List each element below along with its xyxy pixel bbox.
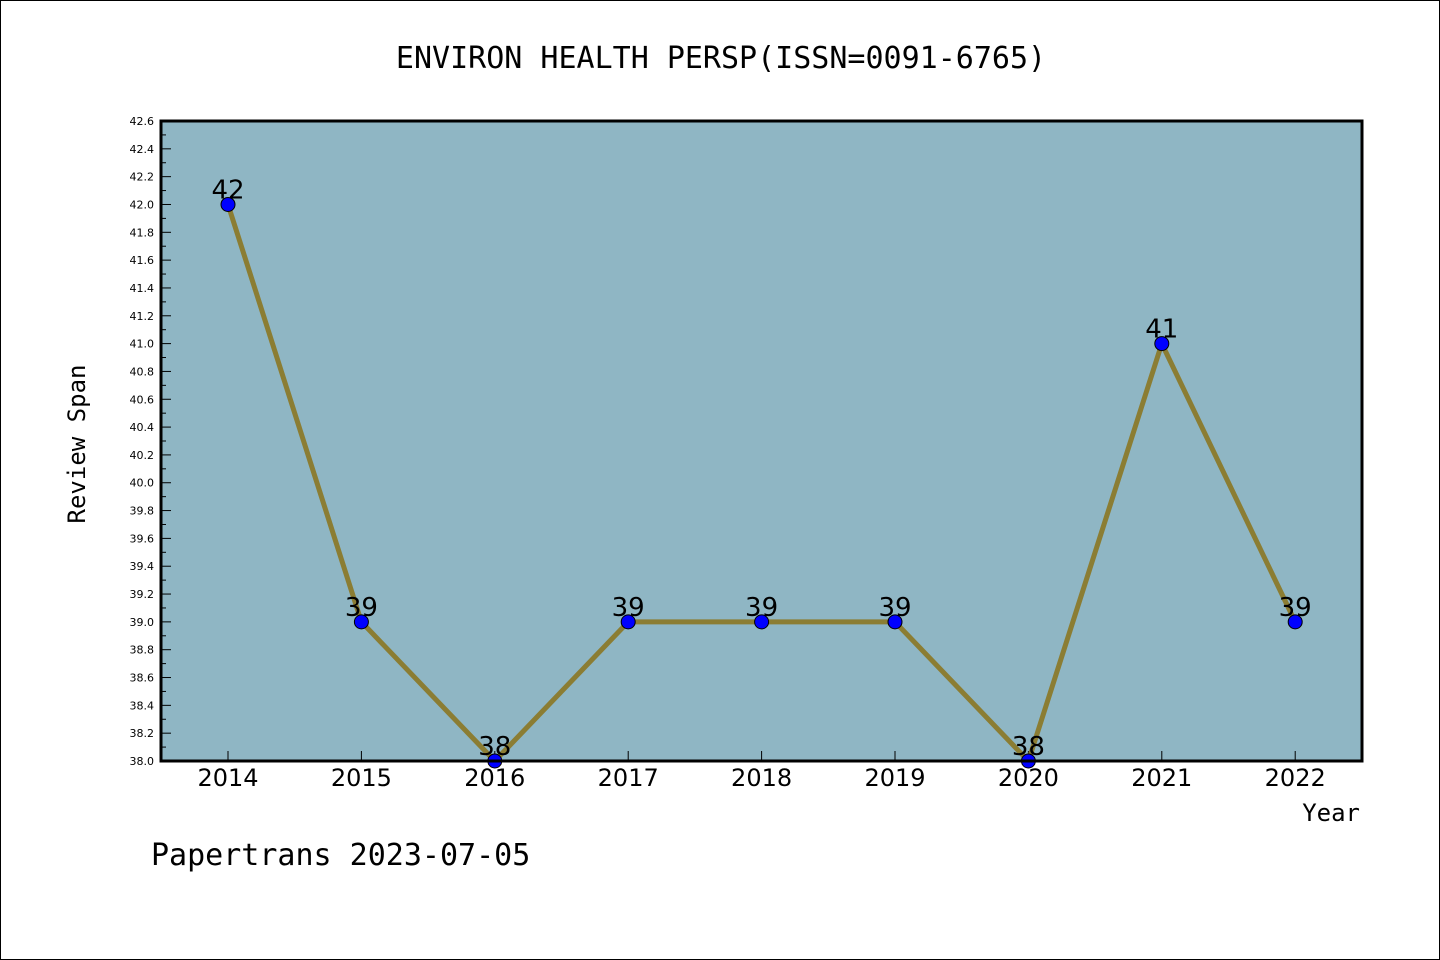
x-tick-label: 2017 <box>598 764 659 792</box>
y-tick-label: 42.2 <box>130 171 155 184</box>
x-tick-label: 2022 <box>1265 764 1326 792</box>
data-point <box>887 614 903 630</box>
y-tick-label: 41.8 <box>130 226 155 239</box>
y-tick-label: 40.8 <box>130 365 155 378</box>
y-tick-label: 38.4 <box>130 699 155 712</box>
x-tick-label: 2021 <box>1131 764 1192 792</box>
x-axis-ticks: 2014 2015 2016 2017 2018 2019 2020 2021 2022 <box>197 751 1326 792</box>
data-point <box>1154 336 1170 352</box>
y-tick-label: 41.2 <box>130 310 155 323</box>
y-tick-label: 38.0 <box>130 755 155 768</box>
x-tick-label: 2015 <box>331 764 392 792</box>
plot-frame <box>159 119 1364 763</box>
data-point <box>1287 614 1303 630</box>
y-tick-label: 41.6 <box>130 254 155 267</box>
y-tick-label: 41.4 <box>130 282 155 295</box>
y-tick-label: 39.4 <box>130 560 155 573</box>
x-tick-label: 2020 <box>998 764 1059 792</box>
y-tick-label: 38.6 <box>130 672 155 685</box>
data-label: 39 <box>1279 593 1312 623</box>
data-labels: 42 39 38 39 39 39 38 41 39 <box>211 175 1311 762</box>
y-tick-label: 38.8 <box>130 644 155 657</box>
footer-text: Papertrans 2023-07-05 <box>151 838 530 873</box>
x-axis-label: Year <box>1302 799 1360 827</box>
data-label: 39 <box>878 593 911 623</box>
data-label: 38 <box>478 732 511 762</box>
y-tick-label: 39.6 <box>130 532 155 545</box>
y-tick-label: 40.4 <box>130 421 155 434</box>
data-point <box>353 614 369 630</box>
y-tick-label: 42.0 <box>130 198 155 211</box>
y-tick-label: 42.6 <box>130 115 155 128</box>
plot-area <box>161 121 1362 761</box>
y-tick-label: 41.0 <box>130 338 155 351</box>
x-tick-label: 2016 <box>464 764 525 792</box>
data-label: 39 <box>745 593 778 623</box>
x-tick-label: 2019 <box>864 764 925 792</box>
data-label: 39 <box>612 593 645 623</box>
data-label: 41 <box>1145 315 1178 345</box>
y-tick-label: 39.2 <box>130 588 155 601</box>
y-tick-label: 40.6 <box>130 393 155 406</box>
data-label: 42 <box>211 175 244 205</box>
chart-title: ENVIRON HEALTH PERSP(ISSN=0091-6765) <box>396 41 1046 76</box>
y-axis-label: Review Span <box>63 365 91 524</box>
y-tick-label: 39.0 <box>130 616 155 629</box>
data-label: 38 <box>1012 732 1045 762</box>
data-label: 39 <box>345 593 378 623</box>
y-axis-ticks: 38.0 38.2 38.4 38.6 38.8 39.0 39.2 39.4 39.6 39.8… <box>130 115 171 768</box>
y-tick-label: 40.0 <box>130 477 155 490</box>
x-tick-label: 2018 <box>731 764 792 792</box>
y-tick-label: 39.8 <box>130 505 155 518</box>
x-tick-label: 2014 <box>197 764 258 792</box>
data-point <box>754 614 770 630</box>
y-tick-label: 42.4 <box>130 143 155 156</box>
y-tick-label: 38.2 <box>130 727 155 740</box>
data-point <box>220 196 236 212</box>
y-tick-label: 40.2 <box>130 449 155 462</box>
data-point <box>620 614 636 630</box>
